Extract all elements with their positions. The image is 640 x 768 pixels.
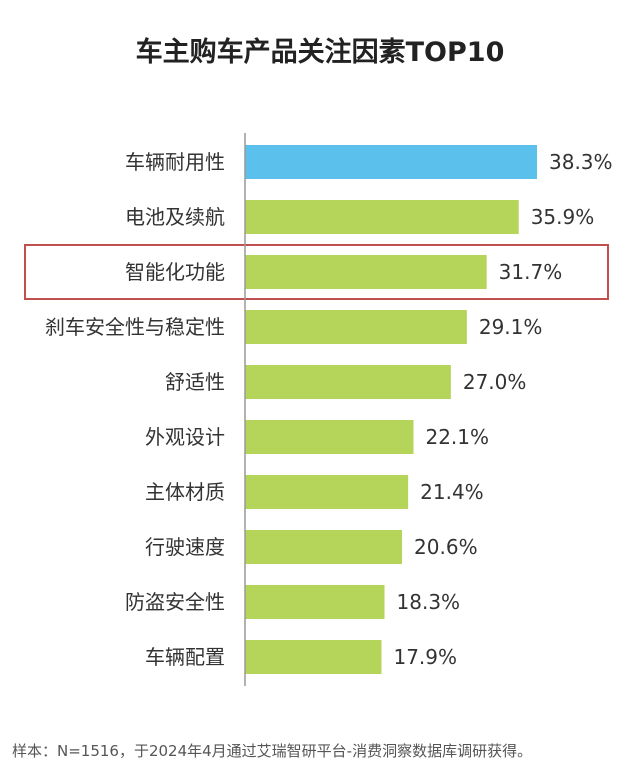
category-label: 智能化功能 bbox=[125, 260, 225, 284]
bar-4 bbox=[245, 310, 467, 344]
bar-8 bbox=[245, 530, 403, 564]
sample-footnote: 样本：N=1516，于2024年4月通过艾瑞智研平台-消费洞察数据库调研获得。 bbox=[12, 742, 533, 760]
bar-3 bbox=[245, 255, 487, 289]
value-label: 35.9% bbox=[531, 205, 595, 229]
bar-5 bbox=[245, 365, 451, 399]
value-label: 20.6% bbox=[414, 535, 478, 559]
value-label: 31.7% bbox=[499, 260, 563, 284]
highlight-box bbox=[24, 244, 609, 300]
category-label: 行驶速度 bbox=[145, 535, 225, 559]
category-label: 舒适性 bbox=[165, 370, 225, 394]
category-label: 电池及续航 bbox=[125, 205, 225, 229]
value-label: 17.9% bbox=[393, 645, 457, 669]
bar-6 bbox=[245, 420, 414, 454]
category-label: 外观设计 bbox=[145, 425, 225, 449]
category-label: 刹车安全性与稳定性 bbox=[45, 315, 225, 339]
bar-9 bbox=[245, 585, 385, 619]
value-label: 38.3% bbox=[549, 150, 613, 174]
category-label: 主体材质 bbox=[145, 480, 225, 504]
category-label: 车辆配置 bbox=[145, 645, 225, 669]
bar-7 bbox=[245, 475, 409, 509]
value-label: 27.0% bbox=[463, 370, 527, 394]
category-label: 车辆耐用性 bbox=[125, 150, 225, 174]
chart-title: 车主购车产品关注因素TOP10 bbox=[135, 37, 505, 68]
value-label: 22.1% bbox=[425, 425, 489, 449]
bar-1 bbox=[245, 145, 537, 179]
value-label: 18.3% bbox=[397, 590, 461, 614]
value-label: 29.1% bbox=[479, 315, 543, 339]
bar-10 bbox=[245, 640, 382, 674]
value-label: 21.4% bbox=[420, 480, 484, 504]
category-label: 防盗安全性 bbox=[125, 590, 225, 614]
bar-2 bbox=[245, 200, 519, 234]
